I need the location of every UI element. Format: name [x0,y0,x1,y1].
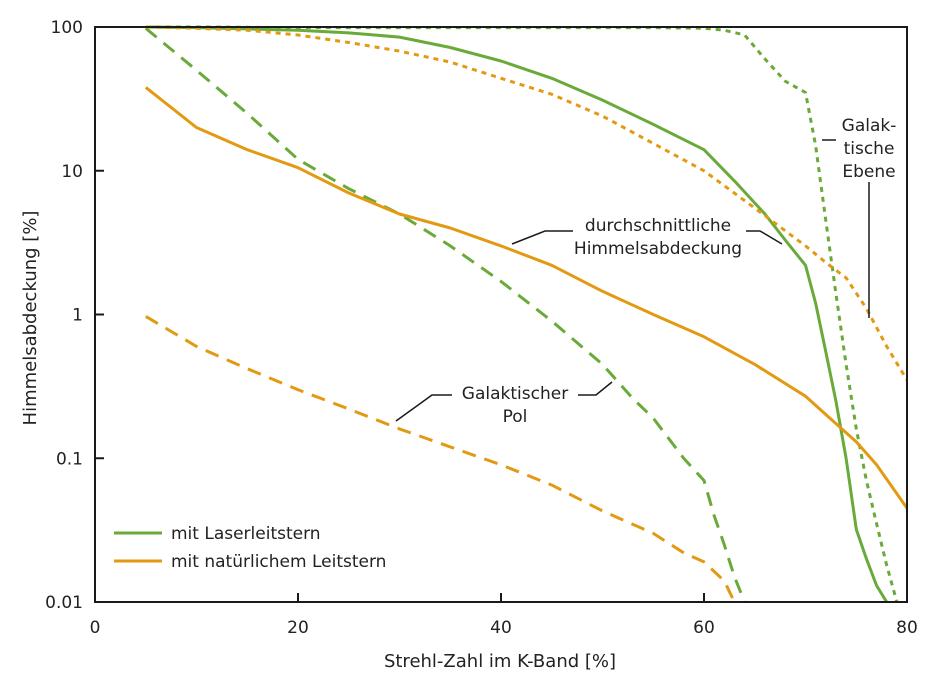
y-tick-label: 1 [72,306,83,326]
y-tick-label: 0.01 [45,593,83,613]
x-tick-label: 60 [693,618,715,638]
annotation-text: Galaktischer [462,384,568,404]
x-tick-label: 80 [896,618,918,638]
annotation-background [452,379,578,428]
annotation-text: Pol [503,407,528,427]
legend-label: mit natürlichem Leitstern [171,552,386,572]
y-tick-label: 100 [51,18,83,38]
x-tick-label: 20 [287,618,309,638]
legend-layer: mit Laserleitstern mit natürlichem Leitst… [114,524,386,572]
y-axis-title: Himmelsabdeckung [%] [20,211,41,426]
annotation-background [826,112,900,182]
plot-frame [94,26,908,603]
annotation-text: Ebene [842,162,895,182]
y-tick-label: 10 [61,162,83,182]
annotation-leader-line [746,230,783,245]
x-tick-label: 0 [90,618,101,638]
annotation-text: tische [844,139,895,159]
x-tick-label: 40 [490,618,512,638]
frame-layer [94,26,908,603]
annotation-text: durchschnittliche [585,216,731,236]
ticks-layer: 0 20 40 60 80 0.01 0.1 1 10 100 [45,18,918,638]
annotation-layer: Galak-tische Ebene durchschnittliche Himmel… [395,112,900,428]
annotation-leader-line [395,394,452,422]
legend-label: mit Laserleitstern [171,524,321,544]
series-line-3 [144,27,746,602]
annotation-background [573,211,746,260]
series-line-4 [145,25,907,381]
x-axis-title: Strehl-Zahl im K-Band [%] [384,651,616,672]
y-tick-label: 0.1 [56,449,83,469]
annotation-leader-line [578,381,613,396]
annotation-text: Himmelsabdeckung [574,239,742,259]
annotation-text: Galak- [842,116,897,136]
series-line-1 [145,25,899,602]
series-line-2 [145,25,889,602]
series-line-6 [145,315,736,602]
annotation-leader-line [511,230,573,245]
series-line-5 [144,86,907,509]
